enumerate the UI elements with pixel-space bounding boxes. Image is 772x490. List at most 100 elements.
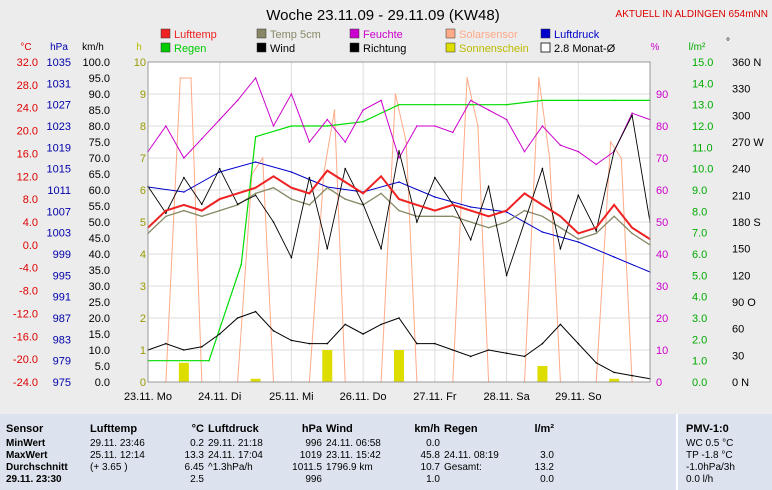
lufttemp-avg-value: 6.45 xyxy=(184,462,204,473)
rain-tick-label: 4.0 xyxy=(692,292,707,304)
data-point-richtung xyxy=(218,167,221,170)
data-point-luftdruck xyxy=(613,256,615,258)
data-point-wind xyxy=(308,342,311,345)
weather-chart: Woche 23.11.09 - 29.11.09 (KW48) AKTUELL… xyxy=(12,7,768,403)
direction-tick-label: 0 N xyxy=(732,377,749,389)
data-point-richtung xyxy=(201,203,203,205)
data-point-feuchte xyxy=(290,93,293,95)
data-point-temp-5cm xyxy=(165,215,167,218)
data-point-wind xyxy=(541,342,544,345)
legend-label: Sonnenschein xyxy=(459,43,529,55)
wind-tick-label: 85.0 xyxy=(89,105,110,117)
sunshine-bar xyxy=(537,366,548,382)
sun-tick-label: 9 xyxy=(140,89,146,101)
pressure-tick-label: 1007 xyxy=(47,206,71,218)
luftdruck-max-value: 1019 xyxy=(299,450,322,461)
data-point-richtung xyxy=(165,212,167,214)
temp-tick-label: 20.0 xyxy=(17,126,38,138)
series-sonnenschein xyxy=(178,350,620,382)
x-tick-label: 27.11. Fr xyxy=(413,391,457,403)
direction-tick-label: 60 xyxy=(732,324,744,336)
pressure-tick-label: 995 xyxy=(53,270,71,282)
data-point-lufttemp xyxy=(631,226,633,229)
data-point-luftdruck xyxy=(577,241,580,243)
direction-axis-unit: ° xyxy=(726,37,730,48)
direction-tick-label: 360 N xyxy=(732,57,761,69)
wind-tick-label: 5.0 xyxy=(95,361,110,373)
temp-tick-label: 28.0 xyxy=(17,80,38,92)
wind-tick-label: 20.0 xyxy=(89,313,110,325)
data-point-temp-5cm xyxy=(434,215,436,218)
stats-row-current: 29.11. 23:30 2.5 996 1.0 0.0 xyxy=(4,474,556,486)
legend: Lufttemp Temp 5cm Feuchte Solarsensor Luftdr… xyxy=(160,28,616,55)
pressure-tick-label: 1023 xyxy=(47,121,71,133)
legend-swatch xyxy=(540,28,551,39)
temp-tick-label: -4.0 xyxy=(19,263,38,275)
data-point-temp-5cm xyxy=(183,209,185,212)
data-point-feuchte xyxy=(577,150,580,153)
data-point-wind xyxy=(631,374,633,377)
sunshine-bar xyxy=(609,378,620,382)
series-wind xyxy=(147,310,651,380)
data-point-regen xyxy=(541,99,544,102)
data-point-regen xyxy=(362,120,364,123)
data-point-regen xyxy=(469,103,472,106)
rain-tick-label: 7.0 xyxy=(692,228,707,240)
wind-current-value: 1.0 xyxy=(426,474,440,485)
data-point-feuchte xyxy=(416,125,418,127)
data-point-feuchte xyxy=(398,157,400,159)
humidity-tick-label: 60 xyxy=(656,185,668,197)
data-point-regen xyxy=(290,125,293,127)
legend-swatch xyxy=(349,28,360,39)
wind-tick-label: 10.0 xyxy=(89,345,110,357)
rain-tick-label: 0.0 xyxy=(692,377,707,389)
data-point-temp-5cm xyxy=(272,186,275,189)
sun-tick-label: 0 xyxy=(140,377,146,389)
legend-item-temp-5cm: Temp 5cm xyxy=(256,28,321,41)
legend-label: Richtung xyxy=(363,43,406,55)
sun-tick-label: 3 xyxy=(140,281,146,293)
data-point-temp-5cm xyxy=(595,232,597,235)
data-point-temp-5cm xyxy=(487,226,490,229)
data-point-temp-5cm xyxy=(254,192,257,195)
lufttemp-current-note xyxy=(88,474,162,486)
humidity-axis-unit: % xyxy=(651,42,660,53)
wind-tick-label: 35.0 xyxy=(89,265,110,277)
pressure-tick-label: 1027 xyxy=(47,100,71,112)
wind-header: Wind xyxy=(326,423,353,435)
temp-axis-unit: °C xyxy=(20,42,31,53)
data-point-solarsensor xyxy=(179,77,182,79)
data-point-lufttemp xyxy=(398,198,400,200)
data-point-solarsensor xyxy=(466,77,468,79)
data-point-solarsensor xyxy=(190,77,192,79)
legend-item-2-8-monat-: 2.8 Monat-Ø xyxy=(540,42,616,55)
data-point-wind xyxy=(362,333,364,335)
luftdruck-header: Luftdruck xyxy=(208,423,259,435)
stats-row-avg: Durchschnitt (+ 3.65 ) 6.45 ^1.3hPa/h 10… xyxy=(4,462,556,474)
wind-unit: km/h xyxy=(414,423,440,435)
data-point-wind xyxy=(290,339,293,342)
temp-tick-label: -12.0 xyxy=(13,308,38,320)
data-point-richtung xyxy=(487,185,490,188)
luftdruck-max-time: 24.11. 17:04 xyxy=(208,450,263,461)
data-point-richtung xyxy=(577,194,580,197)
legend-item-richtung: Richtung xyxy=(349,42,406,55)
legend-swatch xyxy=(256,28,267,39)
data-point-wind xyxy=(165,342,167,345)
lufttemp-max-time: 25.11. 12:14 xyxy=(90,450,145,461)
data-point-solarsensor xyxy=(333,109,336,111)
data-point-wind xyxy=(183,349,185,351)
x-tick-label: 26.11. Do xyxy=(340,391,387,403)
data-point-lufttemp xyxy=(469,209,472,212)
temp-tick-label: 16.0 xyxy=(17,148,38,160)
sunshine-bar xyxy=(322,350,333,382)
data-point-feuchte xyxy=(505,118,508,121)
plot-frame xyxy=(147,61,651,383)
wind-tick-label: 60.0 xyxy=(89,185,110,197)
sunshine-bar xyxy=(250,378,261,382)
temp-tick-label: -8.0 xyxy=(19,286,38,298)
pmv-pressure-trend: -1.0hPa/3h xyxy=(686,462,735,473)
wind-tick-label: 100.0 xyxy=(82,57,110,69)
rain-tick-label: 6.0 xyxy=(692,249,707,261)
data-point-feuchte xyxy=(308,141,311,143)
